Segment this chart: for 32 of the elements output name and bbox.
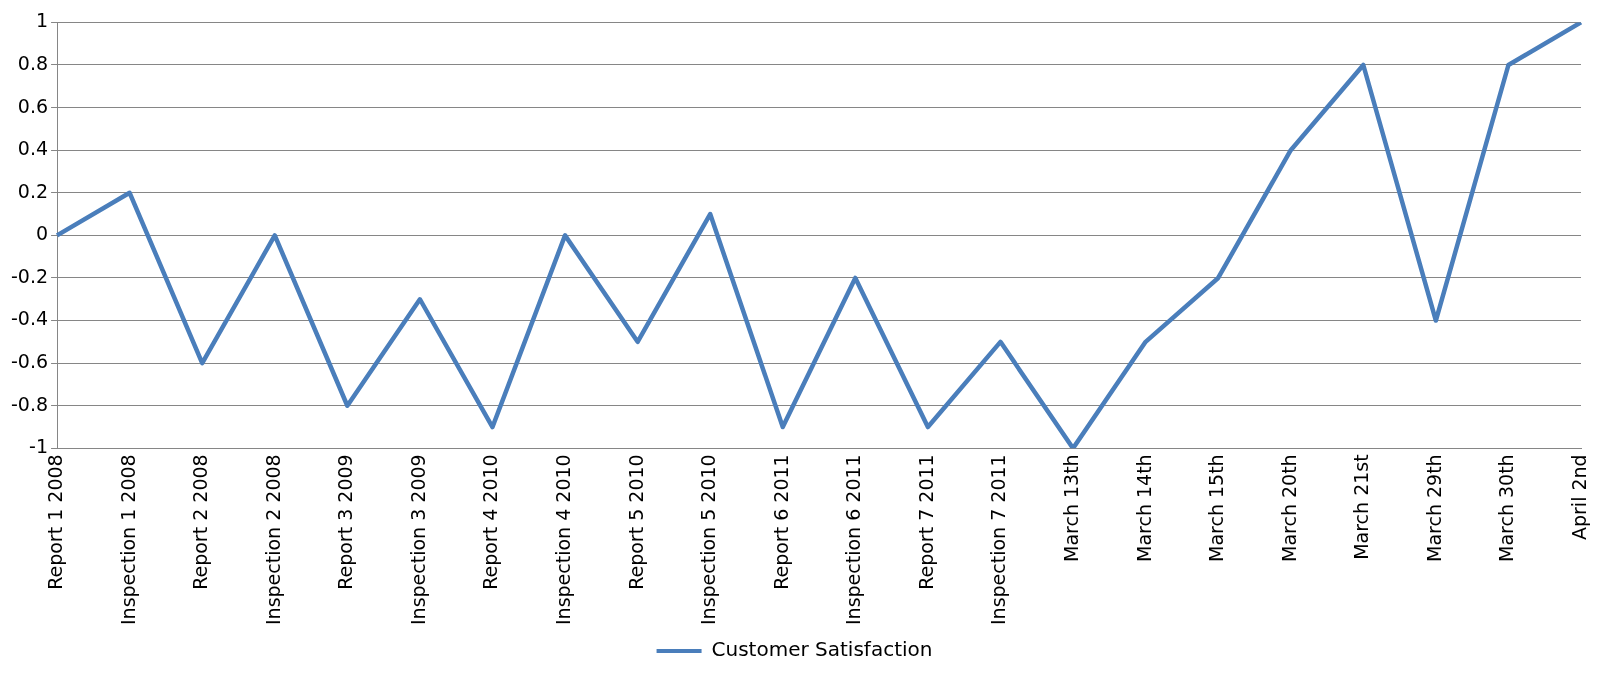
x-tick-label: Report 2 2008 (189, 454, 212, 590)
y-tick-label: 1 (35, 9, 49, 32)
x-tick-label: March 13th (1059, 454, 1082, 562)
y-tick-label: -0.2 (10, 264, 49, 287)
x-tick-label: Inspection 6 2011 (842, 454, 865, 626)
x-tick-label: March 30th (1495, 454, 1518, 562)
y-tick-label: 0.2 (17, 179, 49, 202)
x-tick-label: Inspection 4 2010 (551, 454, 574, 626)
x-tick-label: Inspection 1 2008 (116, 454, 139, 626)
x-tick-label: Inspection 7 2011 (987, 454, 1010, 626)
x-tick-label: March 15th (1205, 454, 1228, 562)
y-tick-label: -0.8 (10, 392, 49, 415)
x-tick-label: March 14th (1132, 454, 1155, 562)
x-tick-label: Report 5 2010 (624, 454, 647, 590)
x-tick-label: Inspection 5 2010 (697, 454, 720, 626)
y-tick-label: 0 (35, 222, 49, 245)
y-tick-label: -0.6 (10, 350, 49, 373)
y-tick-label: 0.4 (17, 137, 49, 160)
x-tick-label: Inspection 3 2009 (406, 454, 429, 626)
x-tick-label: April 2nd (1567, 454, 1590, 541)
x-tick-label: Report 7 2011 (914, 454, 937, 590)
x-tick-label: March 21st (1350, 454, 1373, 560)
x-tick-label: March 29th (1422, 454, 1445, 562)
x-tick-label: Report 6 2011 (769, 454, 792, 590)
x-tick-label: March 20th (1277, 454, 1300, 562)
x-tick-label: Inspection 2 2008 (261, 454, 284, 626)
y-tick-label: 0.8 (17, 51, 49, 74)
y-tick-label: 0.6 (17, 94, 49, 117)
x-tick-label: Report 4 2010 (479, 454, 502, 590)
legend-label: Customer Satisfaction (711, 637, 933, 662)
x-tick-label: Report 3 2009 (334, 454, 357, 590)
y-tick-label: -0.4 (10, 307, 49, 330)
